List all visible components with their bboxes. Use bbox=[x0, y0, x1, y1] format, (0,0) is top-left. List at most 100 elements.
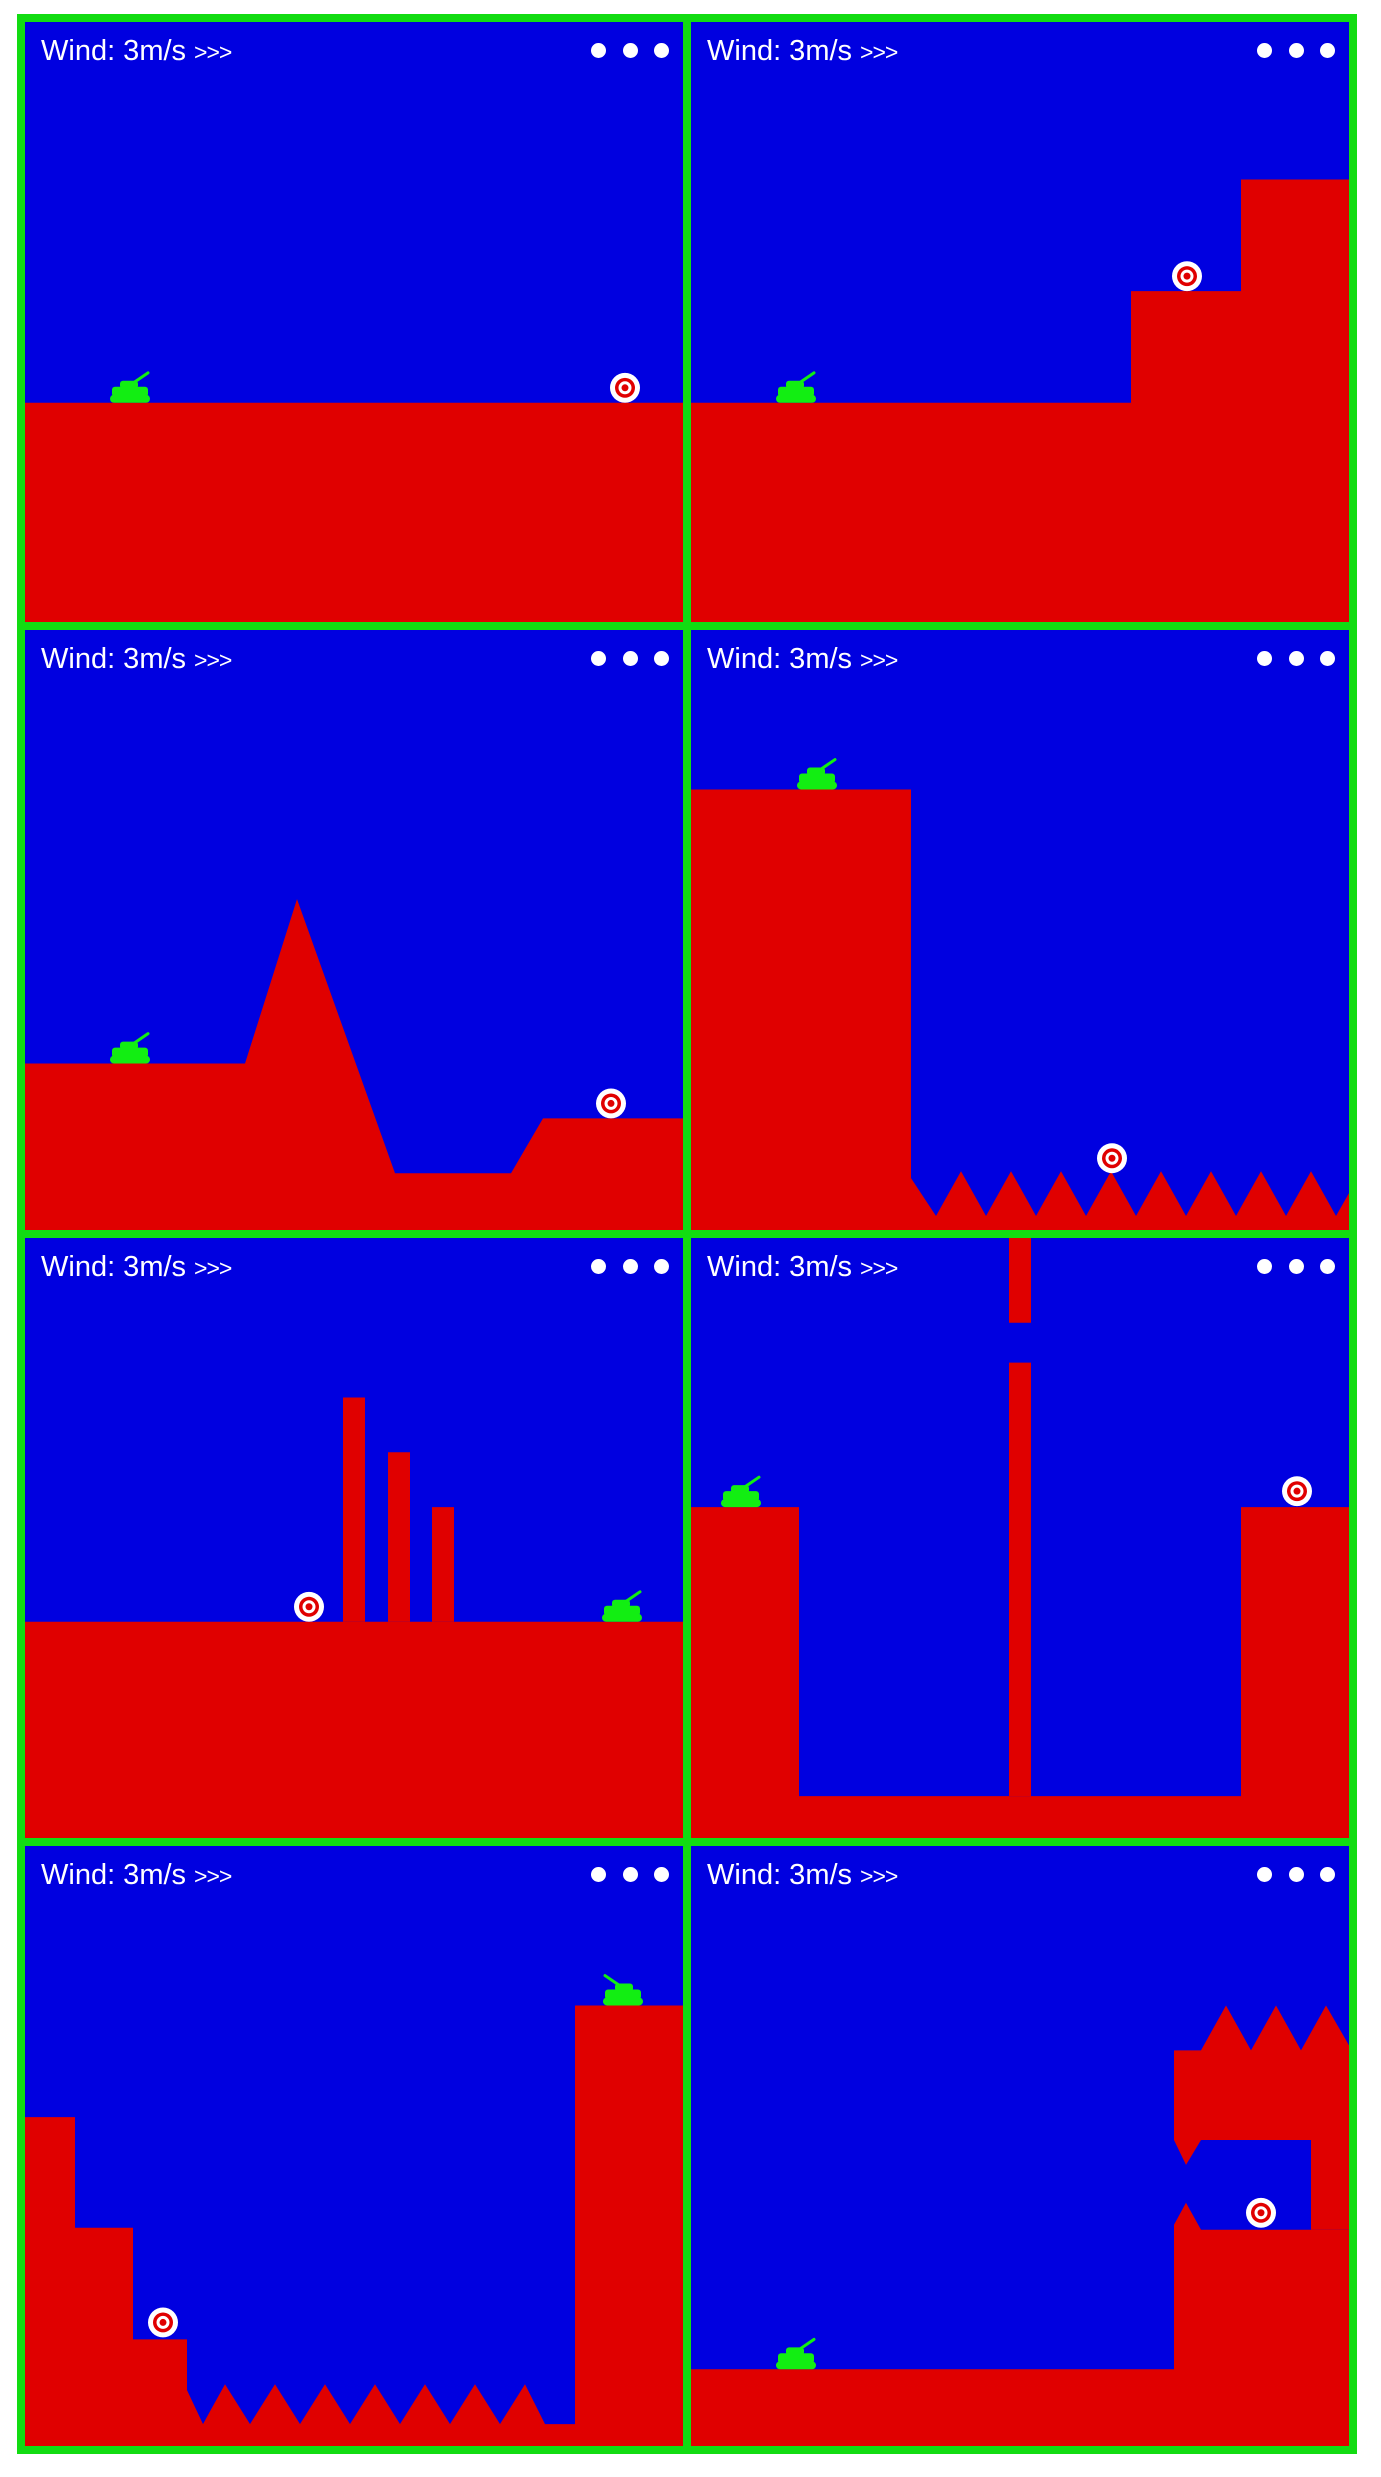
tank-tread bbox=[110, 1055, 150, 1064]
wind-label: Wind: 3m/s bbox=[41, 1251, 187, 1283]
menu-dot bbox=[654, 1866, 669, 1882]
level-panel-2[interactable]: Wind: 3m/s >>> bbox=[691, 22, 1349, 622]
terrain bbox=[25, 2005, 683, 2446]
three-dots-menu-icon[interactable] bbox=[591, 1856, 669, 1892]
tank-tread bbox=[603, 1997, 643, 2006]
terrain bbox=[388, 1452, 410, 1622]
wind-label: Wind: 3m/s bbox=[707, 643, 853, 675]
target-bullseye bbox=[1293, 1487, 1301, 1495]
terrain bbox=[691, 179, 1349, 622]
tank-icon bbox=[110, 371, 150, 403]
target-bullseye bbox=[607, 1099, 615, 1107]
menu-dot bbox=[591, 1866, 606, 1882]
target-bullseye bbox=[159, 2318, 167, 2326]
level-panel-7[interactable]: Wind: 3m/s >>> bbox=[25, 1846, 683, 2446]
tank-barrel bbox=[741, 1475, 761, 1490]
menu-dot bbox=[591, 650, 606, 666]
tank-hull bbox=[778, 386, 814, 397]
tank-icon bbox=[721, 1475, 761, 1508]
terrain bbox=[432, 1507, 454, 1622]
wind-direction-arrows: >>> bbox=[860, 647, 898, 673]
three-dots-menu-icon[interactable] bbox=[1257, 32, 1335, 68]
target-icon bbox=[596, 1088, 626, 1119]
target-bullseye bbox=[621, 384, 629, 392]
level-scene bbox=[25, 1974, 683, 2446]
target-icon bbox=[1097, 1143, 1127, 1174]
target-bullseye bbox=[305, 1603, 313, 1611]
tank-barrel bbox=[603, 1974, 623, 1989]
wind-indicator: Wind: 3m/s >>> bbox=[41, 33, 232, 70]
menu-dot bbox=[1257, 1258, 1272, 1274]
tank-icon bbox=[110, 1032, 150, 1064]
level-scene bbox=[691, 1238, 1349, 1838]
wind-label: Wind: 3m/s bbox=[707, 35, 853, 67]
level-panel-1[interactable]: Wind: 3m/s >>> bbox=[25, 22, 683, 622]
wind-indicator: Wind: 3m/s >>> bbox=[707, 641, 898, 678]
tank-barrel bbox=[622, 1590, 642, 1605]
tank-hull bbox=[605, 1989, 641, 2000]
wind-label: Wind: 3m/s bbox=[41, 35, 187, 67]
level-scene bbox=[25, 1397, 683, 1838]
level-panel-8[interactable]: Wind: 3m/s >>> bbox=[691, 1846, 1349, 2446]
menu-dot bbox=[654, 42, 669, 58]
level-panel-4[interactable]: Wind: 3m/s >>> bbox=[691, 630, 1349, 1230]
tank-barrel bbox=[796, 2337, 816, 2352]
level-panel-3[interactable]: Wind: 3m/s >>> bbox=[25, 630, 683, 1230]
target-icon bbox=[148, 2307, 178, 2338]
target-bullseye bbox=[1108, 1154, 1116, 1162]
wind-indicator: Wind: 3m/s >>> bbox=[707, 1249, 898, 1286]
level-scene bbox=[691, 758, 1349, 1230]
terrain bbox=[691, 789, 1349, 1230]
menu-dot bbox=[1320, 42, 1335, 58]
level-panel-5[interactable]: Wind: 3m/s >>> bbox=[25, 1238, 683, 1838]
target-icon bbox=[1172, 261, 1202, 292]
three-dots-menu-icon[interactable] bbox=[1257, 640, 1335, 676]
terrain bbox=[343, 1397, 365, 1622]
tank-icon bbox=[776, 2337, 816, 2370]
level-scene bbox=[691, 2005, 1349, 2446]
tank-barrel bbox=[796, 371, 816, 386]
target-bullseye bbox=[1183, 272, 1191, 280]
wind-indicator: Wind: 3m/s >>> bbox=[41, 1857, 232, 1894]
wind-label: Wind: 3m/s bbox=[707, 1859, 853, 1891]
menu-dot bbox=[654, 650, 669, 666]
wind-indicator: Wind: 3m/s >>> bbox=[41, 641, 232, 678]
menu-dot bbox=[1288, 1258, 1304, 1274]
tank-tread bbox=[110, 394, 150, 403]
tank-tread bbox=[776, 394, 816, 403]
target-icon bbox=[610, 372, 640, 403]
three-dots-menu-icon[interactable] bbox=[591, 640, 669, 676]
tank-tread bbox=[602, 1613, 642, 1622]
wind-label: Wind: 3m/s bbox=[41, 1859, 187, 1891]
target-icon bbox=[1246, 2197, 1276, 2228]
wind-direction-arrows: >>> bbox=[860, 1863, 898, 1889]
wind-direction-arrows: >>> bbox=[860, 1255, 898, 1281]
menu-dot bbox=[1288, 42, 1304, 58]
target-bullseye bbox=[1257, 2209, 1265, 2217]
menu-dot bbox=[622, 1258, 638, 1274]
tank-hull bbox=[112, 386, 148, 397]
three-dots-menu-icon[interactable] bbox=[1257, 1856, 1335, 1892]
wind-indicator: Wind: 3m/s >>> bbox=[41, 1249, 232, 1286]
three-dots-menu-icon[interactable] bbox=[591, 32, 669, 68]
level-scene bbox=[25, 371, 683, 622]
tank-icon bbox=[776, 371, 816, 403]
level-grid: Wind: 3m/s >>> Wind: 3m/s >>> Wind: 3m/s >>> W… bbox=[17, 14, 1357, 2454]
three-dots-menu-icon[interactable] bbox=[591, 1248, 669, 1284]
menu-dot bbox=[654, 1258, 669, 1274]
tank-icon bbox=[603, 1974, 643, 2006]
target-icon bbox=[294, 1591, 324, 1622]
menu-dot bbox=[622, 1866, 638, 1882]
target-icon bbox=[1282, 1476, 1312, 1507]
terrain bbox=[691, 2202, 1349, 2446]
terrain bbox=[691, 1507, 1349, 1838]
terrain bbox=[1009, 1362, 1031, 1797]
wind-indicator: Wind: 3m/s >>> bbox=[707, 1857, 898, 1894]
level-panel-6[interactable]: Wind: 3m/s >>> bbox=[691, 1238, 1349, 1838]
tank-barrel bbox=[130, 371, 150, 386]
tank-hull bbox=[799, 773, 835, 784]
three-dots-menu-icon[interactable] bbox=[1257, 1248, 1335, 1284]
menu-dot bbox=[1320, 650, 1335, 666]
tank-hull bbox=[112, 1047, 148, 1058]
wind-direction-arrows: >>> bbox=[194, 1863, 232, 1889]
